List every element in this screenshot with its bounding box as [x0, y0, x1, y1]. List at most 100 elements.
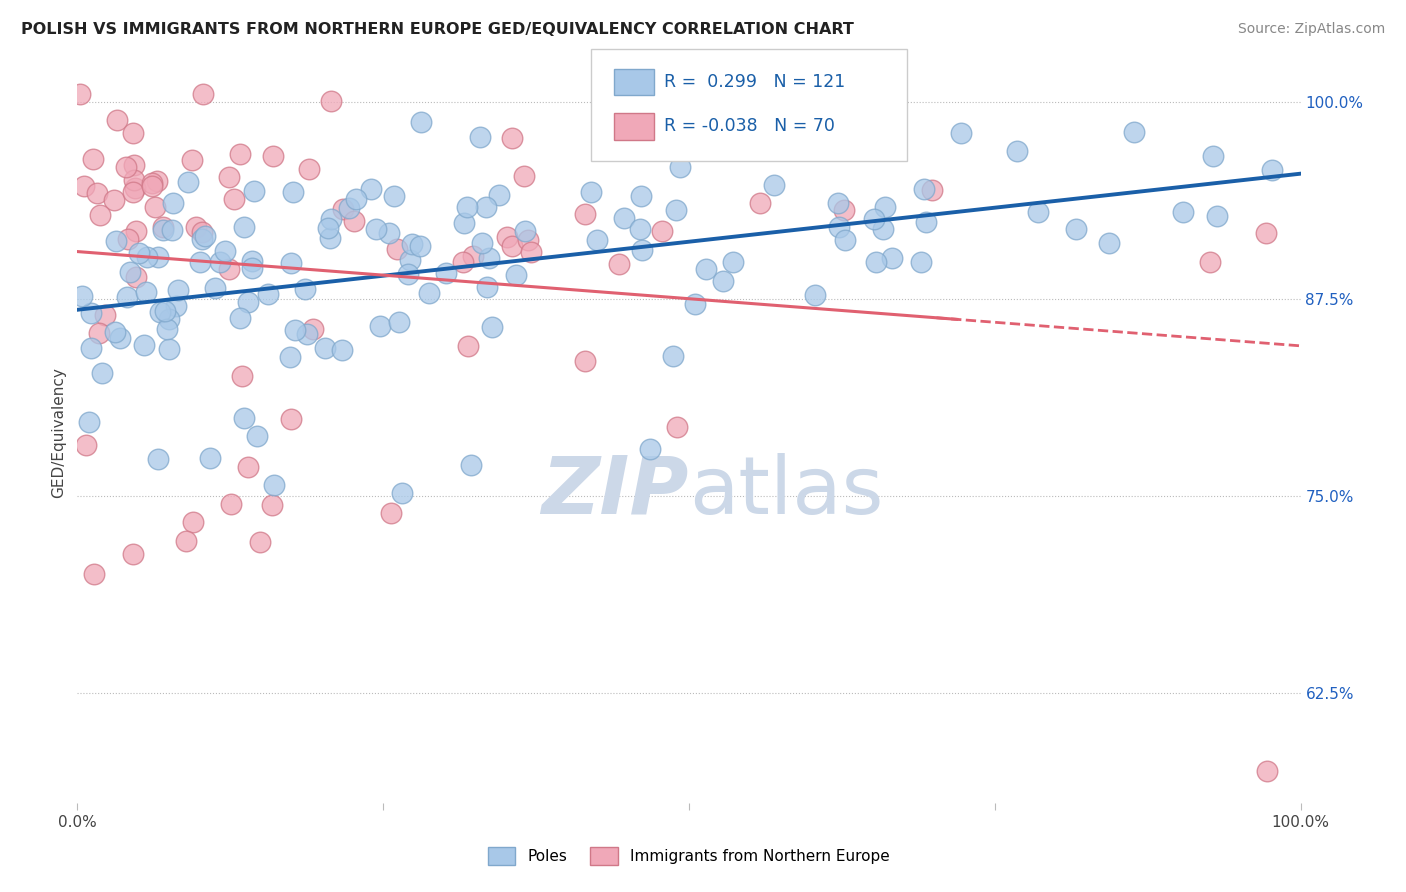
Point	[1202, 148, 1225, 162]
Point	[832, 203, 855, 218]
Point	[143, 200, 166, 214]
Point	[188, 255, 211, 269]
Point	[721, 255, 744, 269]
Point	[224, 192, 246, 206]
Point	[146, 451, 169, 466]
Point	[574, 207, 596, 221]
Point	[136, 250, 159, 264]
Point	[461, 249, 484, 263]
Point	[763, 178, 786, 192]
Y-axis label: GED/Equivalency: GED/Equivalency	[51, 368, 66, 498]
Point	[378, 227, 401, 241]
Point	[380, 506, 402, 520]
Point	[105, 234, 128, 248]
Point	[360, 182, 382, 196]
Point	[219, 497, 242, 511]
Point	[122, 126, 145, 140]
Point	[666, 420, 689, 434]
Point	[409, 115, 432, 129]
Point	[194, 228, 217, 243]
Point	[501, 239, 523, 253]
Point	[157, 312, 180, 326]
Point	[912, 182, 935, 196]
Point	[83, 567, 105, 582]
Point	[134, 338, 156, 352]
Point	[950, 126, 973, 140]
Point	[149, 304, 172, 318]
Point	[456, 200, 478, 214]
Point	[87, 326, 110, 341]
Text: POLISH VS IMMIGRANTS FROM NORTHERN EUROPE GED/EQUIVALENCY CORRELATION CHART: POLISH VS IMMIGRANTS FROM NORTHERN EUROP…	[21, 22, 853, 37]
Point	[385, 243, 408, 257]
Point	[115, 160, 138, 174]
Point	[233, 220, 256, 235]
Point	[122, 173, 145, 187]
Point	[1098, 236, 1121, 251]
Point	[501, 131, 523, 145]
Point	[343, 214, 366, 228]
Point	[827, 196, 849, 211]
Point	[382, 189, 405, 203]
Point	[283, 185, 305, 199]
Point	[278, 350, 301, 364]
Legend: Poles, Immigrants from Northern Europe: Poles, Immigrants from Northern Europe	[488, 847, 890, 865]
Point	[238, 460, 260, 475]
Point	[477, 280, 499, 294]
Point	[683, 297, 706, 311]
Point	[152, 219, 174, 234]
Point	[828, 220, 851, 235]
Point	[80, 341, 103, 355]
Point	[209, 255, 232, 269]
Point	[249, 534, 271, 549]
Point	[186, 219, 208, 234]
Point	[141, 176, 163, 190]
Point	[453, 216, 475, 230]
Point	[284, 324, 307, 338]
Point	[153, 304, 176, 318]
Point	[86, 186, 108, 200]
Point	[162, 223, 184, 237]
Point	[364, 221, 387, 235]
Point	[319, 211, 342, 226]
Point	[218, 170, 240, 185]
Point	[695, 261, 717, 276]
Point	[229, 311, 252, 326]
Point	[191, 225, 214, 239]
Point	[176, 175, 198, 189]
Point	[94, 308, 117, 322]
Point	[468, 130, 491, 145]
Point	[125, 270, 148, 285]
Point	[481, 319, 503, 334]
Point	[228, 146, 250, 161]
Text: R =  0.299   N = 121: R = 0.299 N = 121	[664, 73, 845, 91]
Point	[418, 285, 440, 300]
Point	[516, 233, 538, 247]
Point	[180, 153, 202, 167]
Point	[70, 289, 93, 303]
Point	[330, 343, 353, 357]
Point	[246, 428, 269, 442]
Text: atlas: atlas	[689, 453, 883, 531]
Point	[478, 251, 501, 265]
Point	[122, 547, 145, 561]
Point	[262, 149, 284, 163]
Point	[337, 201, 360, 215]
Point	[915, 215, 938, 229]
Point	[204, 281, 226, 295]
Point	[873, 200, 896, 214]
Point	[332, 202, 354, 216]
Point	[218, 262, 240, 277]
Point	[640, 442, 662, 457]
Point	[495, 230, 517, 244]
Text: R = -0.038   N = 70: R = -0.038 N = 70	[664, 117, 835, 136]
Point	[399, 252, 422, 267]
Point	[152, 223, 174, 237]
Point	[162, 195, 184, 210]
Point	[157, 342, 180, 356]
Point	[319, 231, 342, 245]
Point	[796, 141, 818, 155]
Point	[668, 161, 690, 175]
Point	[105, 112, 128, 127]
Point	[90, 366, 112, 380]
Point	[240, 261, 263, 276]
